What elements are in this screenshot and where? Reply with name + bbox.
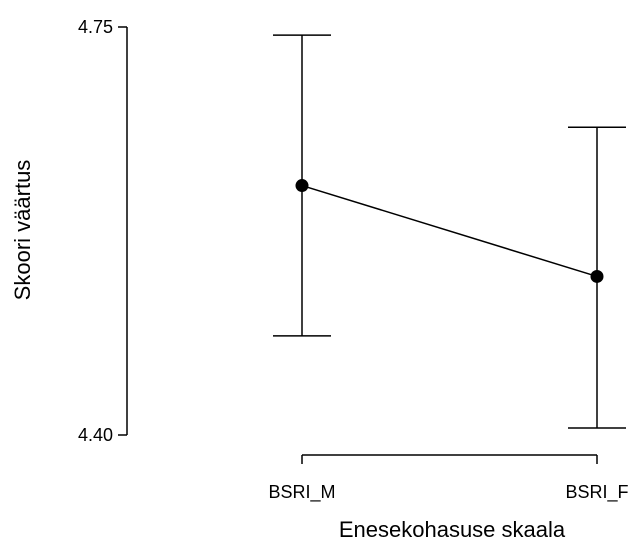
x-axis: BSRI_M BSRI_F [268, 454, 629, 503]
x-tick-label: BSRI_F [565, 482, 628, 503]
y-tick-label: 4.75 [78, 17, 113, 37]
y-ticks: 4.40 4.75 [78, 17, 127, 445]
y-tick-label: 4.40 [78, 425, 113, 445]
y-axis-title: Skoori väärtus [10, 160, 35, 301]
series [295, 179, 604, 283]
x-tick-label: BSRI_M [268, 482, 335, 503]
x-axis-title: Enesekohasuse skaala [339, 517, 566, 542]
data-point [590, 269, 604, 283]
data-point [295, 179, 309, 193]
y-axis: 4.40 4.75 [78, 17, 128, 445]
x-ticks: BSRI_M BSRI_F [268, 455, 629, 503]
series-line [301, 184, 598, 278]
